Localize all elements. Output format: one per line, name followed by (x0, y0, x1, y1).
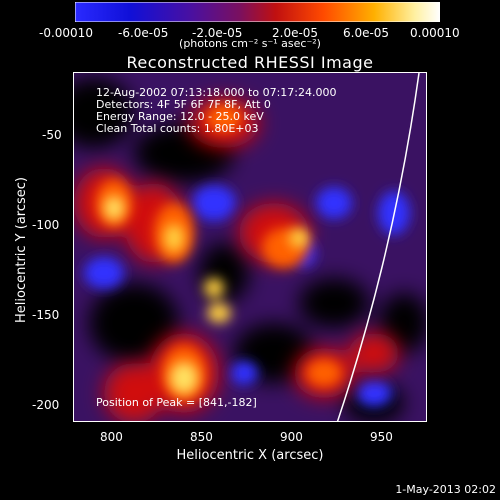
solar-limb-line (336, 73, 420, 421)
y-tick-label: -100 (32, 218, 60, 232)
plot-title: Reconstructed RHESSI Image (126, 53, 374, 72)
colorbar-tick-label: 6.0e-05 (343, 26, 390, 40)
colorbar-units-label: (photons cm⁻² s⁻¹ asec⁻²) (179, 37, 321, 50)
y-tick-label: -150 (32, 308, 60, 322)
colorbar-tick-label: -6.0e-05 (118, 26, 169, 40)
x-tick-label: 850 (190, 430, 213, 444)
image-plot: 12-Aug-2002 07:13:18.000 to 07:17:24.000… (73, 72, 427, 422)
x-tick-label: 800 (100, 430, 123, 444)
colorbar-tick-label: -2.0e-05 (192, 26, 243, 40)
x-tick-label: 950 (370, 430, 393, 444)
annotation-line: 12-Aug-2002 07:13:18.000 to 07:17:24.000 (96, 86, 337, 99)
render-timestamp: 1-May-2013 02:02 (395, 483, 496, 496)
colorbar-tick-label: -0.00010 (39, 26, 93, 40)
colorbar-tick-label: 2.0e-05 (272, 26, 319, 40)
colorbar-gradient (75, 2, 440, 22)
annotation-line: Energy Range: 12.0 - 25.0 keV (96, 110, 264, 123)
colorbar-tick-label: 0.00010 (410, 26, 460, 40)
annotation-line: Detectors: 4F 5F 6F 7F 8F, Att 0 (96, 98, 271, 111)
x-tick-label: 900 (280, 430, 303, 444)
annotation-line: Clean Total counts: 1.80E+03 (96, 122, 259, 135)
y-tick-label: -50 (42, 128, 62, 142)
y-axis-label: Heliocentric Y (arcsec) (14, 177, 29, 323)
y-tick-label: -200 (32, 398, 60, 412)
peak-position-label: Position of Peak = [841,-182] (96, 396, 257, 409)
x-axis-label: Heliocentric X (arcsec) (176, 448, 324, 463)
colorbar (75, 2, 440, 22)
rhessi-image (74, 73, 426, 421)
